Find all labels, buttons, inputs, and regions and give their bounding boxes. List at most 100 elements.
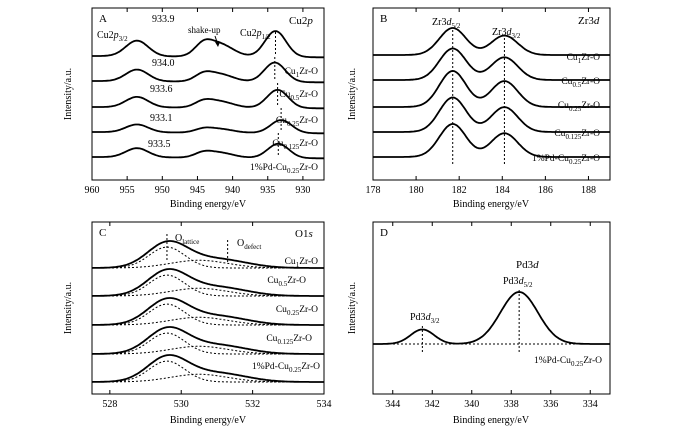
panel-a-series-4 <box>92 119 324 135</box>
panel-a-peak-value-4: 933.1 <box>150 113 173 124</box>
panel-c-peak-label-lattice: Olattice <box>175 233 199 246</box>
panel-c-peaklines <box>166 234 229 262</box>
panel-d-series-1 <box>373 291 610 345</box>
panel-c-series-label-2: Cu0.5Zr-O <box>267 276 306 288</box>
panel-c-xtick-label: 532 <box>245 399 260 410</box>
panel-a-frame <box>91 7 325 181</box>
panel-a-series-label-1: Cu1Zr-O <box>285 67 319 79</box>
panel-c-curves <box>91 240 324 383</box>
panel-a-peak-value-3: 933.6 <box>150 84 173 95</box>
panel-c-series-label-5: 1%Pd-Cu0.25Zr-O <box>252 362 320 374</box>
panel-c-series-label-4: Cu0.125Zr-O <box>266 334 312 346</box>
panel-a-peak-label-cu2p32: Cu2p3/2 <box>97 30 128 43</box>
panel-d-ylabel: Intensity/a.u. <box>347 282 358 334</box>
panel-a-series-label-2: Cu0.5Zr-O <box>279 90 318 102</box>
panel-a-xtick-label: 945 <box>190 185 205 196</box>
panel-a-xtick-label: 930 <box>295 185 310 196</box>
panel-a-peak-label-cu2p12: Cu2p1/2 <box>240 28 271 41</box>
panel-c-ticks: 528 530 532 534 <box>102 222 332 410</box>
panel-b-xlabel: Binding energy/eV <box>453 199 530 210</box>
panel-b-series-2 <box>373 47 610 81</box>
panel-b-ticks: 178 180 182 184 186 188 <box>366 8 596 196</box>
panel-a-curves <box>92 30 324 160</box>
panel-a-xtick-label: 960 <box>85 185 100 196</box>
panel-c-series-5 <box>91 354 324 383</box>
panel-d-peaklines <box>421 290 520 352</box>
panel-b-xtick-label: 182 <box>452 185 467 196</box>
panel-b-curves <box>373 27 610 158</box>
panel-c-peak-label-defect: Odefect <box>237 238 261 251</box>
panel-c-ylabel: Intensity/a.u. <box>63 282 74 334</box>
panel-d-peak-label-pd3d32: Pd3d3/2 <box>410 312 440 325</box>
panel-b-series-label-3: Cu0.25Zr-O <box>558 101 600 113</box>
panel-c-series-label-3: Cu0.25Zr-O <box>276 305 318 317</box>
panel-d-letter: D <box>380 227 388 239</box>
panel-a-series-3 <box>92 89 324 110</box>
panel-c-xtick-label: 534 <box>317 399 332 410</box>
panel-d-peak-label-pd3d52: Pd3d5/2 <box>503 276 533 289</box>
panel-d-xtick-label: 338 <box>504 399 519 410</box>
panel-c-fit-defect-5 <box>92 373 324 383</box>
panel-c-fit-lattice-1 <box>92 246 324 269</box>
panel-a-element-label: Cu2p <box>289 15 313 27</box>
panel-a-series-5 <box>92 142 324 160</box>
panel-a-letter: A <box>99 13 107 25</box>
panel-c-xtick-label: 530 <box>174 399 189 410</box>
panel-c-frame <box>91 221 325 395</box>
panel-a-xlabel: Binding energy/eV <box>170 199 247 210</box>
panel-c-series-4 <box>91 326 324 355</box>
panel-a-peak-value-1: 933.9 <box>152 14 175 25</box>
panel-c-xtick-label: 528 <box>102 399 117 410</box>
panel-d-xtick-label: 342 <box>425 399 440 410</box>
panel-d: D Pd3d Intensity/a.u. Binding energy/eV … <box>347 221 611 426</box>
panel-c: C O1s Intensity/a.u. Binding energy/eV 5… <box>63 221 332 426</box>
panel-b-series-3 <box>373 70 610 108</box>
panel-d-ticks: 344 342 340 338 336 334 <box>385 222 598 410</box>
panel-d-series-label-1: 1%Pd-Cu0.25Zr-O <box>534 356 602 368</box>
panel-d-frame <box>372 221 611 395</box>
panel-a-xtick-label: 955 <box>120 185 135 196</box>
panel-d-xtick-label: 340 <box>464 399 479 410</box>
panel-c-element-label: O1s <box>295 228 313 240</box>
panel-c-letter: C <box>99 227 106 239</box>
panel-b-series-label-5: 1%Pd-Cu0.25Zr-O <box>532 154 600 166</box>
panel-d-xtick-label: 336 <box>543 399 558 410</box>
panel-c-fit-lattice-2 <box>92 274 324 297</box>
panel-a-peak-value-5: 933.5 <box>148 139 171 150</box>
panel-d-element-label: Pd3d <box>516 259 539 271</box>
panel-b-peak-label-zr3d52: Zr3d5/2 <box>432 17 461 30</box>
panel-c-series-1 <box>91 240 324 269</box>
panel-c-fit-lattice-4 <box>92 332 324 355</box>
panel-a-xtick-label: 940 <box>225 185 240 196</box>
panel-c-fit-defect-1 <box>92 259 324 269</box>
panel-b-xtick-label: 180 <box>409 185 424 196</box>
panel-a-series-label-3: Cu0.25Zr-O <box>276 116 318 128</box>
panel-b: B Zr3d Intensity/a.u. Binding energy/eV … <box>347 7 611 210</box>
panel-b-series-5 <box>373 123 610 158</box>
panel-a-ticks: 960 955 950 945 940 935 930 <box>85 8 310 196</box>
panel-d-xtick-label: 344 <box>385 399 400 410</box>
panel-b-series-label-2: Cu0.5Zr-O <box>561 77 600 89</box>
panel-a-series-label-4: Cu0.125Zr-O <box>272 139 318 151</box>
panel-a-peak-value-2: 934.0 <box>152 58 175 69</box>
panel-b-xtick-label: 178 <box>366 185 381 196</box>
panel-c-fit-lattice-3 <box>92 303 324 326</box>
panel-c-fit-defect-3 <box>92 316 324 326</box>
panel-c-fit-defect-4 <box>92 345 324 355</box>
panel-a-peak-label-shakeup: shake-up <box>188 25 221 35</box>
panel-b-peaklines <box>452 30 505 165</box>
panel-a-xtick-label: 950 <box>155 185 170 196</box>
panel-b-series-1 <box>373 27 610 56</box>
panel-b-series-label-4: Cu0.125Zr-O <box>554 129 600 141</box>
panel-b-letter: B <box>380 13 387 25</box>
panel-d-curves <box>373 291 610 345</box>
panel-b-series-label-1: Cu1Zr-O <box>567 53 601 65</box>
panel-c-series-2 <box>91 268 324 297</box>
panel-c-xlabel: Binding energy/eV <box>170 415 247 426</box>
panel-b-xtick-label: 186 <box>538 185 553 196</box>
panel-a: A Cu2p Intensity/a.u. Binding energy/eV … <box>63 7 325 210</box>
panel-c-series-3 <box>91 297 324 326</box>
panel-a-series-1 <box>92 30 324 59</box>
panel-b-series-4 <box>373 96 610 133</box>
